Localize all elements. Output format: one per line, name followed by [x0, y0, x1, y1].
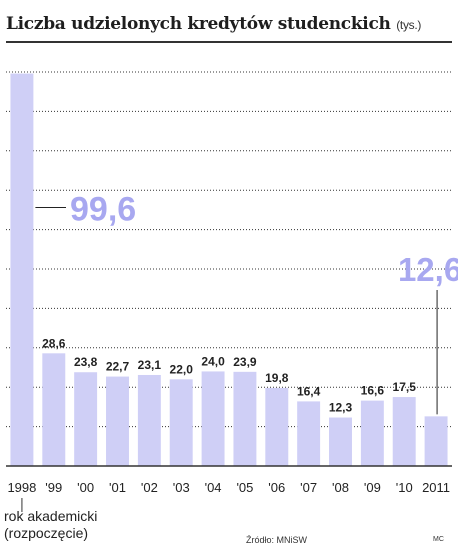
axis-note-line1: rok akademicki [4, 508, 98, 524]
bar [392, 397, 416, 466]
x-tick-label: '01 [109, 480, 126, 495]
axis-note: rok akademicki (rozpoczęcie) [4, 508, 97, 542]
source-note: Źródło: MNiSW [246, 535, 308, 545]
bar [360, 400, 384, 466]
credit-note: MC [433, 536, 444, 543]
bar [297, 401, 321, 466]
data-label: 17,5 [393, 380, 417, 394]
bar [74, 372, 98, 466]
x-tick-label: '10 [396, 480, 413, 495]
data-label: 24,0 [201, 354, 225, 368]
data-label: 23,9 [233, 355, 257, 369]
bar [233, 371, 257, 466]
bar [169, 379, 193, 466]
x-tick-label: '07 [300, 480, 317, 495]
bar [265, 387, 289, 466]
bar [42, 353, 66, 466]
bar [424, 416, 448, 466]
data-label: 19,8 [265, 371, 289, 385]
data-label: 28,6 [42, 336, 66, 350]
x-tick-label: '05 [236, 480, 253, 495]
chart-title-text: Liczba udzielonych kredytów studenckich [6, 14, 391, 34]
bar [106, 376, 129, 466]
data-label: 16,4 [297, 384, 321, 398]
x-tick-label: '00 [77, 480, 94, 495]
data-label: 23,8 [74, 355, 98, 369]
data-label: 12,3 [329, 401, 353, 415]
x-tick-label: '06 [268, 480, 285, 495]
x-tick-label: '08 [332, 480, 349, 495]
x-tick-label: 2011 [422, 480, 450, 495]
bar [201, 371, 225, 466]
data-label: 22,7 [106, 360, 130, 374]
data-label: 22,0 [170, 362, 194, 376]
title-rule [6, 41, 452, 43]
x-tick-label: 1998 [7, 480, 36, 495]
highlight-data-label: 99,6 [70, 191, 136, 229]
data-label: 16,6 [361, 384, 385, 398]
axis-note-line2: (rozpoczęcie) [4, 525, 89, 541]
x-tick-label: '04 [205, 480, 222, 495]
chart-title: Liczba udzielonych kredytów studenckich … [6, 14, 421, 34]
chart-unit: (tys.) [396, 18, 422, 32]
bar [329, 417, 352, 466]
x-tick-label: '02 [141, 480, 158, 495]
highlight-data-label: 12,6 [398, 251, 458, 288]
data-label: 23,1 [138, 358, 162, 372]
x-tick-label: '09 [364, 480, 381, 495]
bar [10, 73, 34, 467]
x-tick-label: '99 [45, 480, 62, 495]
bar [137, 374, 161, 466]
x-tick-label: '03 [173, 480, 190, 495]
